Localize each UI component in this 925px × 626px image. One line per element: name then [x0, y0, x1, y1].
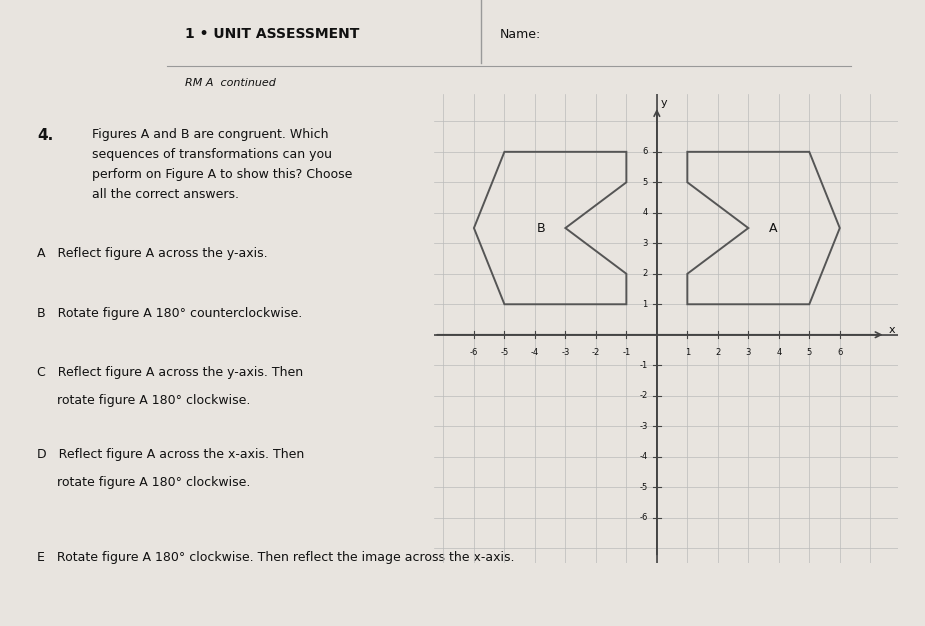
Text: 6: 6	[837, 349, 843, 357]
Text: Name:: Name:	[500, 28, 541, 41]
Text: B: B	[536, 222, 546, 235]
Text: Figures A and B are congruent. Which
sequences of transformations can you
perfor: Figures A and B are congruent. Which seq…	[92, 128, 352, 202]
Text: -4: -4	[531, 349, 539, 357]
Text: 2: 2	[715, 349, 721, 357]
Text: RM A  continued: RM A continued	[185, 78, 276, 88]
Text: 4: 4	[776, 349, 782, 357]
Text: -3: -3	[561, 349, 570, 357]
Text: -2: -2	[639, 391, 648, 400]
Text: y: y	[661, 98, 668, 108]
Text: D   Reflect figure A across the x-axis. Then: D Reflect figure A across the x-axis. Th…	[37, 448, 304, 461]
Text: -4: -4	[639, 452, 648, 461]
Text: -1: -1	[623, 349, 631, 357]
Text: -6: -6	[639, 513, 648, 522]
Text: 5: 5	[643, 178, 648, 187]
Text: x: x	[888, 325, 894, 335]
Text: -3: -3	[639, 422, 648, 431]
Text: A: A	[769, 222, 777, 235]
Text: C   Reflect figure A across the y-axis. Then: C Reflect figure A across the y-axis. Th…	[37, 366, 303, 379]
Text: -6: -6	[470, 349, 478, 357]
Text: -1: -1	[639, 361, 648, 370]
Text: 6: 6	[642, 147, 647, 156]
Text: 1: 1	[643, 300, 648, 309]
Text: -2: -2	[592, 349, 600, 357]
Text: -5: -5	[500, 349, 509, 357]
Text: 1: 1	[684, 349, 690, 357]
Text: 5: 5	[807, 349, 812, 357]
Text: B   Rotate figure A 180° counterclockwise.: B Rotate figure A 180° counterclockwise.	[37, 307, 302, 320]
Text: 4: 4	[643, 208, 648, 217]
Text: 1 • UNIT ASSESSMENT: 1 • UNIT ASSESSMENT	[185, 28, 360, 41]
Text: rotate figure A 180° clockwise.: rotate figure A 180° clockwise.	[37, 476, 251, 489]
Text: rotate figure A 180° clockwise.: rotate figure A 180° clockwise.	[37, 394, 251, 408]
Text: 3: 3	[642, 239, 647, 248]
Text: -5: -5	[639, 483, 648, 491]
Text: 4.: 4.	[37, 128, 54, 143]
Text: 3: 3	[746, 349, 751, 357]
Text: A   Reflect figure A across the y-axis.: A Reflect figure A across the y-axis.	[37, 247, 267, 260]
Text: 2: 2	[643, 269, 648, 279]
Text: E   Rotate figure A 180° clockwise. Then reflect the image across the x-axis.: E Rotate figure A 180° clockwise. Then r…	[37, 551, 514, 564]
